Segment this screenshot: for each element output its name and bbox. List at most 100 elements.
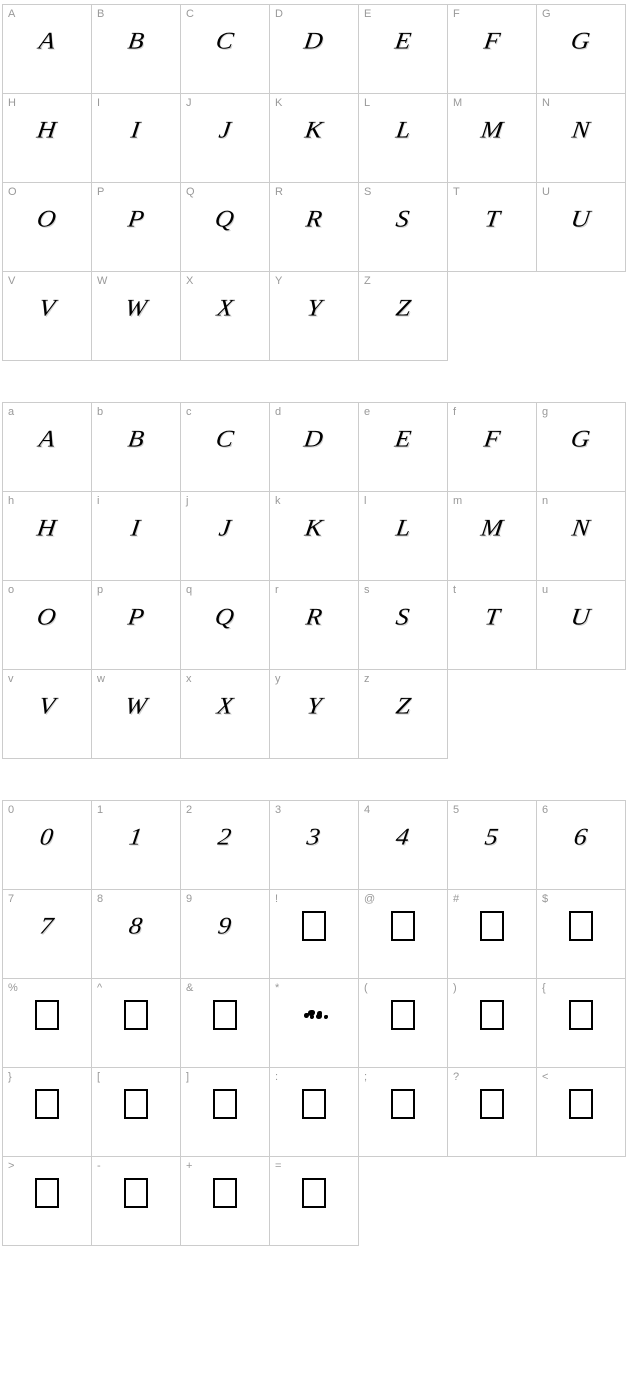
- glyph-cell: {: [536, 978, 626, 1068]
- glyph-wrap: I: [92, 506, 180, 550]
- glyph-wrap: [181, 993, 269, 1037]
- glyph-wrap: 3: [270, 815, 358, 859]
- missing-glyph-icon: [480, 911, 504, 941]
- glyph-char: J: [217, 514, 233, 542]
- glyph-char: Z: [394, 692, 413, 720]
- glyph-cell: CC: [180, 4, 270, 94]
- glyph-char: K: [303, 116, 325, 144]
- glyph-char: S: [394, 603, 411, 631]
- glyph-wrap: F: [448, 19, 536, 63]
- glyph-char: V: [37, 692, 57, 720]
- character-map: AABBCCDDEEFFGGHHIIJJKKLLMMNNOOPPQQRRSSTT…: [2, 4, 638, 1245]
- glyph-cell: VV: [2, 271, 92, 361]
- glyph-cell: EE: [358, 4, 448, 94]
- glyph-char: O: [35, 205, 58, 233]
- glyph-char: X: [215, 294, 235, 322]
- glyph-char: E: [393, 27, 413, 55]
- glyph-char: O: [35, 603, 58, 631]
- glyph-wrap: C: [181, 19, 269, 63]
- glyph-wrap: K: [270, 108, 358, 152]
- glyph-wrap: 4: [359, 815, 447, 859]
- section-lowercase: aAbBcCdDeEfFgGhHiIjJkKlLmMnNoOpPqQrRsStT…: [2, 402, 638, 758]
- glyph-wrap: V: [3, 684, 91, 728]
- glyph-char: Y: [305, 692, 324, 720]
- glyph-char: Y: [305, 294, 324, 322]
- glyph-cell: iI: [91, 491, 181, 581]
- glyph-char: D: [302, 27, 325, 55]
- glyph-cell: &: [180, 978, 270, 1068]
- glyph-wrap: [270, 993, 358, 1037]
- glyph-char: I: [129, 116, 142, 144]
- glyph-char: Q: [213, 603, 236, 631]
- glyph-cell: %: [2, 978, 92, 1068]
- missing-glyph-icon: [391, 911, 415, 941]
- glyph-grid: aAbBcCdDeEfFgGhHiIjJkKlLmMnNoOpPqQrRsStT…: [2, 402, 638, 758]
- glyph-wrap: E: [359, 19, 447, 63]
- glyph-cell: -: [91, 1156, 181, 1246]
- glyph-wrap: A: [3, 417, 91, 461]
- glyph-wrap: X: [181, 684, 269, 728]
- missing-glyph-icon: [569, 1089, 593, 1119]
- glyph-wrap: Q: [181, 595, 269, 639]
- glyph-cell: JJ: [180, 93, 270, 183]
- glyph-char: C: [214, 27, 236, 55]
- glyph-wrap: [448, 993, 536, 1037]
- glyph-char: H: [35, 116, 58, 144]
- glyph-char: J: [217, 116, 233, 144]
- glyph-wrap: Z: [359, 286, 447, 330]
- glyph-cell: RR: [269, 182, 359, 272]
- glyph-cell: 00: [2, 800, 92, 890]
- glyph-cell: hH: [2, 491, 92, 581]
- glyph-cell: +: [180, 1156, 270, 1246]
- glyph-char: M: [479, 514, 505, 542]
- glyph-cell: pP: [91, 580, 181, 670]
- glyph-char: K: [303, 514, 325, 542]
- glyph-wrap: R: [270, 197, 358, 241]
- glyph-wrap: V: [3, 286, 91, 330]
- glyph-wrap: [92, 1082, 180, 1126]
- glyph-char: I: [129, 514, 142, 542]
- glyph-wrap: H: [3, 506, 91, 550]
- glyph-cell: zZ: [358, 669, 448, 759]
- glyph-char: 2: [216, 823, 233, 851]
- glyph-cell: #: [447, 889, 537, 979]
- section-digits-symbols: 00112233445566778899!@#$%^&*(){}[]:;?<>-…: [2, 800, 638, 1245]
- missing-glyph-icon: [391, 1089, 415, 1119]
- glyph-wrap: 1: [92, 815, 180, 859]
- glyph-cell: ]: [180, 1067, 270, 1157]
- missing-glyph-icon: [480, 1000, 504, 1030]
- glyph-cell: gG: [536, 402, 626, 492]
- glyph-wrap: T: [448, 197, 536, 241]
- section-uppercase: AABBCCDDEEFFGGHHIIJJKKLLMMNNOOPPQQRRSSTT…: [2, 4, 638, 360]
- glyph-char: U: [569, 603, 592, 631]
- glyph-wrap: 7: [3, 904, 91, 948]
- glyph-cell: MM: [447, 93, 537, 183]
- glyph-wrap: E: [359, 417, 447, 461]
- glyph-wrap: [359, 993, 447, 1037]
- glyph-char: X: [215, 692, 235, 720]
- glyph-char: H: [35, 514, 58, 542]
- missing-glyph-icon: [480, 1089, 504, 1119]
- glyph-cell: ): [447, 978, 537, 1068]
- glyph-wrap: 6: [537, 815, 625, 859]
- glyph-wrap: [448, 904, 536, 948]
- glyph-cell: PP: [91, 182, 181, 272]
- glyph-wrap: S: [359, 197, 447, 241]
- glyph-cell: dD: [269, 402, 359, 492]
- missing-glyph-icon: [124, 1089, 148, 1119]
- glyph-char: 5: [483, 823, 500, 851]
- glyph-char: P: [126, 205, 146, 233]
- glyph-cell: mM: [447, 491, 537, 581]
- glyph-wrap: [537, 904, 625, 948]
- glyph-char: W: [123, 294, 149, 322]
- glyph-wrap: O: [3, 595, 91, 639]
- glyph-char: E: [393, 425, 413, 453]
- glyph-cell: LL: [358, 93, 448, 183]
- glyph-cell: 77: [2, 889, 92, 979]
- glyph-wrap: B: [92, 417, 180, 461]
- glyph-char: W: [123, 692, 149, 720]
- glyph-char: A: [37, 425, 57, 453]
- glyph-cell: wW: [91, 669, 181, 759]
- glyph-wrap: H: [3, 108, 91, 152]
- glyph-char: P: [126, 603, 146, 631]
